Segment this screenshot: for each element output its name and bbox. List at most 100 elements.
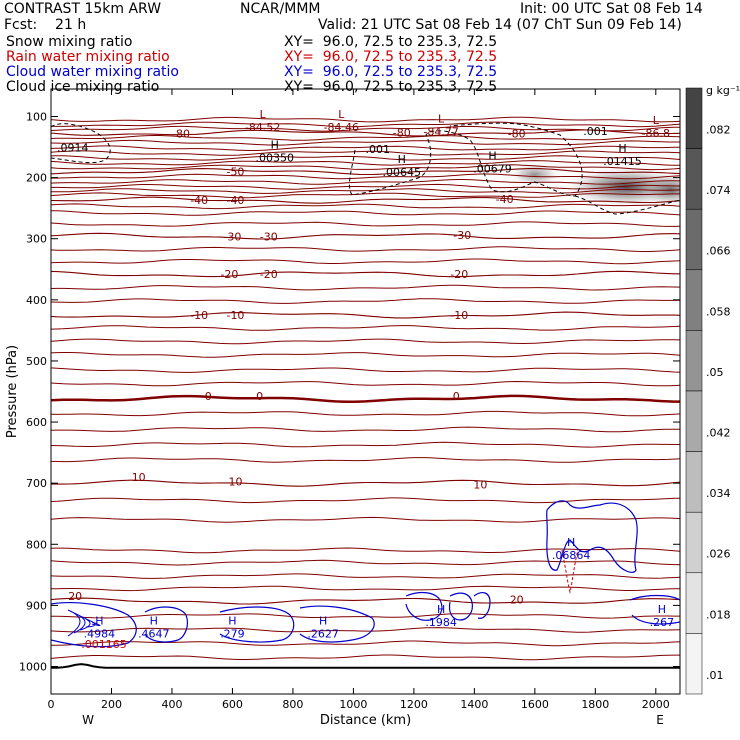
isotherm-label: -10: [190, 309, 208, 322]
isotherm-line: [51, 585, 680, 592]
y-tick-label: 200: [26, 172, 47, 185]
isotherm-line: [51, 121, 680, 128]
isotherm-line: [51, 160, 680, 166]
isotherm-line: [51, 164, 680, 171]
isotherm-label: 0: [205, 390, 212, 403]
terrain-line: [51, 663, 680, 669]
colorbar-swatch: [685, 330, 703, 392]
extremum-marker: H: [658, 603, 666, 616]
colorbar-swatch: [685, 511, 703, 574]
east-label: E: [656, 713, 664, 727]
isotherm-label: -20: [220, 268, 238, 281]
extremum-marker: L: [653, 114, 660, 127]
isotherm-line: [51, 196, 680, 204]
extremum-value: -84.46: [324, 121, 359, 134]
xy-rain: XY= 96.0, 72.5 to 235.3, 72.5: [284, 49, 498, 65]
extremum-marker: H: [228, 614, 236, 627]
colorbar-swatch: [685, 208, 703, 271]
isotherm-line: [51, 426, 680, 433]
cloud-water-contour: [91, 621, 101, 627]
isotherm-label: 10: [132, 471, 146, 484]
extremum-value: .00679: [473, 162, 512, 175]
plot-content: -80 -80 -80 -50 -40 -40 -40 -30 -30 -30 -20 -20 -20 -…: [51, 108, 680, 669]
valid-time: Valid: 21 UTC Sat 08 Feb 14 (07 ChT Sun …: [318, 17, 682, 33]
colorbar-label: .066: [706, 245, 731, 258]
y-tick-label: 500: [26, 355, 47, 368]
cloud-water-contour: [299, 605, 375, 643]
extremum-value: .01415: [603, 155, 642, 168]
extremum-value: .00350: [256, 151, 295, 164]
colorbar-label: .01: [706, 669, 724, 682]
cloud-ice-contour: [51, 123, 111, 164]
isotherm-line: [51, 654, 680, 661]
isotherm-label: 20: [510, 593, 524, 606]
isotherm-line: [51, 232, 680, 240]
xy-snow: XY= 96.0, 72.5 to 235.3, 72.5: [284, 34, 498, 50]
colorbar-label: .026: [706, 548, 731, 561]
isotherm-line: [51, 150, 680, 156]
isotherm-label: -30: [260, 230, 278, 243]
y-tick-label: 100: [26, 111, 47, 124]
isotherm-line: [51, 613, 680, 619]
rain-contour-label: .001165: [81, 638, 127, 651]
isotherm-label: -40: [226, 194, 244, 207]
cloud-water-contour: [51, 602, 137, 648]
y-tick-label: 300: [26, 233, 47, 246]
colorbar-swatch: [685, 390, 703, 452]
forecast-hour: Fcst: 21 h: [4, 17, 87, 33]
isotherm-line: [51, 183, 680, 190]
colorbar-label: .05: [706, 366, 724, 379]
colorbar-label: .034: [706, 487, 731, 500]
isotherm-line: [51, 352, 680, 358]
isotherm-label: -20: [450, 268, 468, 281]
x-tick-label: 2000: [642, 698, 670, 711]
x-tick-label: 400: [161, 698, 182, 711]
extremum-value: .1984: [425, 616, 457, 629]
cloud-water-contour: [405, 591, 443, 621]
extremum-value: .2627: [307, 627, 339, 640]
isotherm-line: [51, 367, 680, 373]
y-tick-label: 400: [26, 294, 47, 307]
isotherm-line: [51, 410, 680, 417]
isotherm-line: [51, 139, 680, 146]
isotherm-line: [51, 298, 680, 304]
y-tick-label: 900: [26, 599, 47, 612]
isotherm-line: [51, 135, 680, 141]
isotherm-label: 10: [228, 475, 242, 488]
isotherm-line: [51, 479, 680, 487]
colorbar-swatch: [685, 87, 703, 149]
y-axis-title: Pressure (hPa): [5, 345, 20, 438]
y-tick-label: 800: [26, 538, 47, 551]
plot-area: -80 -80 -80 -50 -40 -40 -40 -30 -30 -30 -20 -20 -20 -…: [5, 88, 681, 728]
extremum-value: -84.52: [245, 121, 280, 134]
isotherm-label: -10: [226, 309, 244, 322]
isotherm-label: -80: [393, 126, 411, 139]
colorbar-unit: g kg⁻¹: [706, 84, 740, 97]
x-tick-label: 600: [222, 698, 243, 711]
isotherm-line: [51, 221, 680, 227]
extremum-value: -84.77: [423, 126, 458, 139]
isotherm-line: [51, 597, 680, 605]
cloud-water-contour: [546, 500, 638, 573]
isotherm-line: [51, 179, 680, 185]
isotherm-label: 0: [453, 390, 460, 403]
isotherm-label: -80: [508, 128, 526, 141]
y-tick-label: 1000: [19, 661, 47, 674]
extremum-value: .06864: [552, 549, 591, 562]
west-label: W: [82, 713, 94, 727]
isotherm-line: [51, 188, 680, 194]
colorbar-swatch: [685, 572, 703, 634]
extremum-marker: H: [398, 153, 406, 166]
isotherm-line: [51, 129, 680, 137]
colorbar-label: .018: [706, 608, 731, 621]
isotherm-label: -80: [172, 128, 190, 141]
field-cloud-water: Cloud water mixing ratio: [6, 64, 179, 80]
plot-frame: [50, 88, 681, 695]
cloud-water-contour: [79, 615, 91, 631]
isotherm-line: [51, 284, 680, 291]
isotherm-line: [51, 155, 680, 161]
isotherm-line: [51, 497, 680, 504]
isotherm-label: -50: [226, 166, 244, 179]
cloud-water-contour: [629, 594, 680, 625]
x-axis-title: Distance (km): [320, 713, 411, 728]
